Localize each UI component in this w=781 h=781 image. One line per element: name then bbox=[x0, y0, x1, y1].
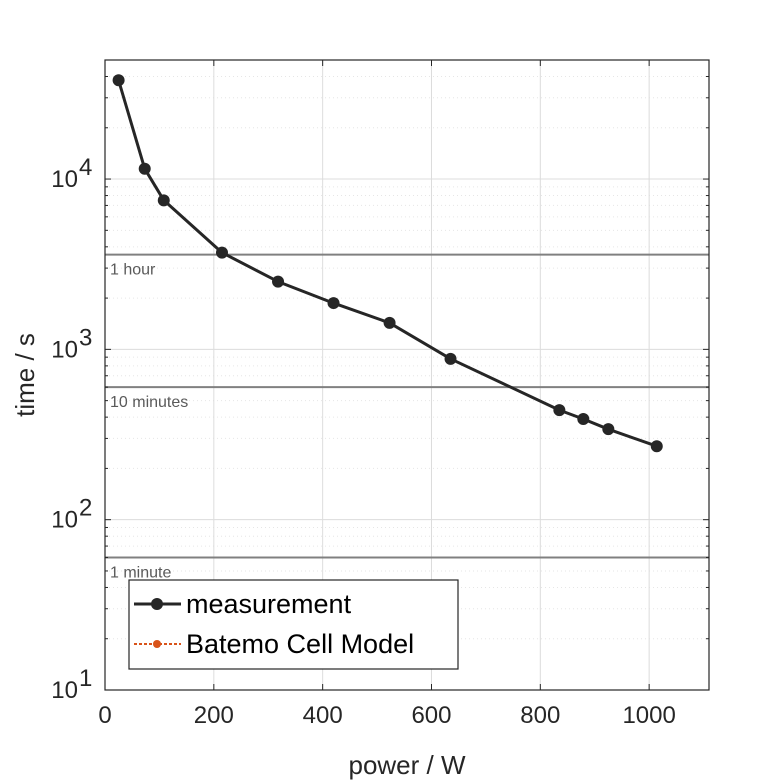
legend-marker bbox=[153, 640, 161, 648]
data-point bbox=[577, 413, 590, 426]
x-tick-label: 600 bbox=[411, 702, 451, 729]
series bbox=[112, 74, 663, 453]
legend-marker bbox=[151, 598, 163, 610]
data-point bbox=[444, 352, 457, 365]
y-tick-label: 10 bbox=[51, 336, 78, 363]
y-tick-label: 10 bbox=[51, 507, 78, 534]
data-point bbox=[602, 423, 615, 436]
legend-label: measurement bbox=[186, 589, 352, 619]
x-tick-label: 0 bbox=[98, 702, 111, 729]
legend-box bbox=[128, 579, 459, 670]
y-tick-exponent: 3 bbox=[79, 324, 92, 351]
data-point bbox=[138, 162, 151, 175]
x-tick-label: 800 bbox=[520, 702, 560, 729]
data-point bbox=[553, 404, 566, 417]
x-tick-label: 1000 bbox=[622, 702, 675, 729]
y-tick-exponent: 2 bbox=[79, 495, 92, 522]
reference-line-label: 1 hour bbox=[110, 262, 156, 279]
legend: measurement Batemo Cell Model bbox=[128, 579, 459, 670]
x-tick-label: 200 bbox=[194, 702, 234, 729]
data-point bbox=[327, 297, 340, 310]
data-point bbox=[157, 194, 170, 207]
reference-lines: 1 hour 10 minutes 1 minute bbox=[105, 253, 709, 581]
data-point bbox=[272, 275, 285, 288]
reference-line-label: 10 minutes bbox=[110, 394, 188, 411]
reference-line-label: 1 minute bbox=[110, 564, 171, 581]
plot-frame bbox=[104, 59, 710, 691]
y-axis-label: time / s bbox=[10, 333, 40, 417]
data-point bbox=[215, 246, 228, 259]
data-point bbox=[112, 74, 125, 87]
y-tick-label: 10 bbox=[51, 677, 78, 704]
y-tick-exponent: 1 bbox=[79, 665, 92, 692]
x-tick-label: 400 bbox=[303, 702, 343, 729]
y-tick-label: 10 bbox=[51, 166, 78, 193]
x-axis-label: power / W bbox=[348, 750, 465, 780]
data-point bbox=[383, 316, 396, 329]
series-line bbox=[117, 79, 658, 448]
legend-label: Batemo Cell Model bbox=[186, 629, 414, 659]
y-tick-exponent: 4 bbox=[79, 154, 92, 181]
data-point bbox=[650, 440, 663, 453]
